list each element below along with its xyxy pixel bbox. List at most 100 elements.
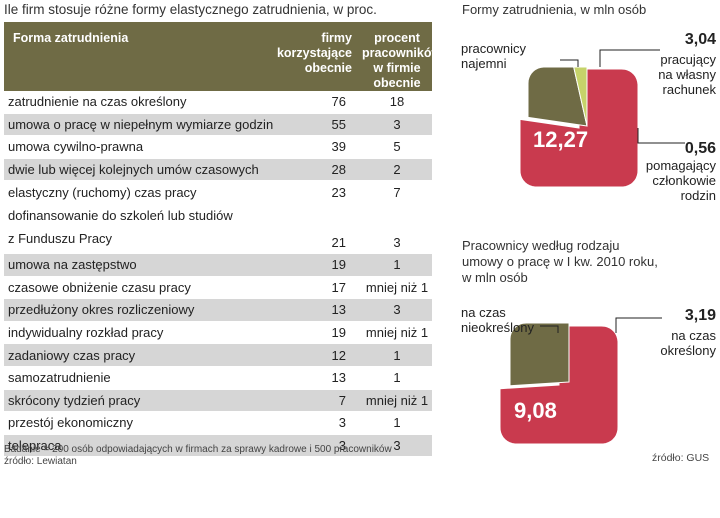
row-form: indywidualny rozkład pracy [4, 321, 272, 345]
header-firms-line2: obecnie [304, 61, 352, 75]
row-form: samozatrudnienie [4, 366, 272, 390]
chart2-title-line3: w mln osób [462, 270, 528, 285]
chart1-label-employees-line2: najemni [461, 56, 507, 71]
header-percent-line2: w firmie obecnie [373, 61, 421, 90]
row-percent: 1 [362, 366, 432, 390]
row-percent: 5 [362, 135, 432, 159]
row-form-line2: z Funduszu Pracy [8, 230, 113, 246]
chart1-label-family-helpers-line2: członkowie [652, 173, 716, 188]
chart1-pie [519, 49, 685, 188]
chart2-pie [499, 317, 662, 445]
chart2-value-fixed-term: 3,19 [684, 307, 716, 324]
table-row: indywidualny rozkład pracy 19 mniej niż … [4, 321, 432, 345]
row-firms: 17 [272, 276, 362, 300]
chart2-value-indefinite: 9,08 [514, 398, 557, 423]
table-header-row: Forma zatrudnienia firmy korzystające obe… [4, 22, 441, 91]
chart2-leader-b [615, 317, 662, 333]
row-firms: 76 [272, 91, 362, 114]
chart1-slice-self-employed [527, 66, 588, 127]
chart2-label-fixed-term-line2: określony [660, 343, 716, 358]
row-form: telepraca [4, 434, 272, 458]
row-firms: 23 [272, 180, 362, 204]
table-row: skrócony tydzień pracy 7 mniej niż 1 [4, 389, 432, 413]
header-percent: procent pracowników w firmie obecnie [362, 22, 441, 91]
table-row: przestój ekonomiczny 3 1 [4, 411, 432, 435]
chart1-label-self-employed-line3: rachunek [662, 82, 716, 97]
chart1-label-family-helpers: pomagający członkowie rodzin [600, 158, 716, 203]
table-row: umowa o pracę w niepełnym wymiarze godzi… [4, 113, 432, 137]
chart2-leader-a [540, 325, 559, 333]
row-percent: 1 [362, 253, 432, 277]
row-firms: 13 [272, 298, 362, 322]
chart1-slice-family-helpers [573, 66, 588, 127]
chart1-label-self-employed: pracujący na własny rachunek [600, 52, 716, 97]
table-source: źródło: Lewiatan [4, 456, 77, 467]
row-percent: 7 [362, 180, 432, 204]
row-firms: 3 [272, 434, 362, 458]
chart2-label-indefinite: na czas nieokreślony [461, 305, 534, 335]
table-note: Badanie = 200 osób odpowiadających w fir… [4, 444, 392, 455]
row-form: przedłużony okres rozliczeniowy [4, 298, 272, 322]
row-firms: 28 [272, 158, 362, 182]
chart1-title: Formy zatrudnienia, w mln osób [462, 2, 647, 17]
row-percent: 18 [362, 91, 432, 114]
row-form: elastyczny (ruchomy) czas pracy [4, 180, 272, 204]
chart1-value-employees: 12,27 [533, 127, 589, 152]
row-percent: 1 [362, 343, 432, 367]
table-row: zadaniowy czas pracy 12 1 [4, 343, 432, 367]
chart2-label-indefinite-line1: na czas [461, 305, 506, 320]
chart2-source: źródło: GUS [652, 452, 710, 464]
chart2-label-fixed-term-line1: na czas [671, 328, 716, 343]
row-form: dofinansowanie do szkoleń lub studiów z F… [4, 203, 272, 254]
chart2-title: Pracownicy według rodzaju umowy o pracę w… [462, 238, 658, 286]
chart1-leader-b [599, 49, 660, 67]
row-firms: 39 [272, 135, 362, 159]
chart1-label-employees: pracownicy najemni [461, 41, 526, 71]
chart1-label-employees-line1: pracownicy [461, 41, 527, 56]
employment-forms-table: Forma zatrudnienia firmy korzystające obe… [4, 22, 441, 458]
row-percent: 3 [362, 298, 432, 322]
chart1-label-family-helpers-line3: rodzin [680, 188, 716, 203]
chart1-slice-employees [519, 68, 639, 188]
chart2-label-indefinite-line2: nieokreślony [461, 320, 534, 335]
chart2-slice-indefinite [499, 325, 619, 445]
row-form: zatrudnienie na czas określony [4, 91, 272, 114]
row-form: dwie lub więcej kolejnych umów czasowych [4, 158, 272, 182]
chart1-leader-c [637, 128, 685, 144]
row-form: zadaniowy czas pracy [4, 343, 272, 367]
row-form-line1: dofinansowanie do szkoleń lub studiów [8, 207, 233, 223]
table-row: dofinansowanie do szkoleń lub studiów z F… [4, 203, 432, 254]
row-form: skrócony tydzień pracy [4, 389, 272, 413]
table-row: umowa na zastępstwo 19 1 [4, 253, 432, 277]
row-form: czasowe obniżenie czasu pracy [4, 276, 272, 300]
row-form: umowa cywilno-prawna [4, 135, 272, 159]
table-row: dwie lub więcej kolejnych umów czasowych… [4, 158, 432, 182]
row-percent: mniej niż 1 [362, 276, 432, 300]
table-row: czasowe obniżenie czasu pracy 17 mniej n… [4, 276, 432, 300]
table-row: elastyczny (ruchomy) czas pracy 23 7 [4, 180, 432, 204]
chart2-title-line2: umowy o pracę w I kw. 2010 roku, [462, 254, 658, 269]
row-firms: 19 [272, 253, 362, 277]
chart1-label-self-employed-line1: pracujący [660, 52, 716, 67]
row-firms: 19 [272, 321, 362, 345]
chart2-title-line1: Pracownicy według rodzaju [462, 238, 620, 253]
row-firms: 21 [272, 203, 362, 254]
row-percent: mniej niż 1 [362, 321, 432, 345]
chart1-value-self-employed: 3,04 [684, 31, 716, 48]
header-firms: firmy korzystające obecnie [272, 22, 362, 91]
row-firms: 12 [272, 343, 362, 367]
chart2-label-fixed-term: na czas określony [600, 328, 716, 358]
row-form: umowa na zastępstwo [4, 253, 272, 277]
table-title: Ile firm stosuje różne formy elastyczneg… [4, 2, 377, 17]
chart1-value-family-helpers: 0,56 [684, 140, 716, 157]
table-row: zatrudnienie na czas określony 76 18 [4, 91, 432, 114]
chart1-leader-a [560, 59, 579, 67]
chart2-slice-fixed-term [509, 322, 570, 387]
row-percent: 1 [362, 411, 432, 435]
table-row: telepraca 3 3 [4, 434, 432, 458]
row-form: umowa o pracę w niepełnym wymiarze godzi… [4, 113, 273, 137]
header-percent-line1: procent pracowników [362, 31, 442, 60]
table-row: umowa cywilno-prawna 39 5 [4, 135, 432, 159]
row-percent: 3 [362, 203, 432, 254]
header-firms-line1: firmy korzystające [276, 31, 352, 60]
